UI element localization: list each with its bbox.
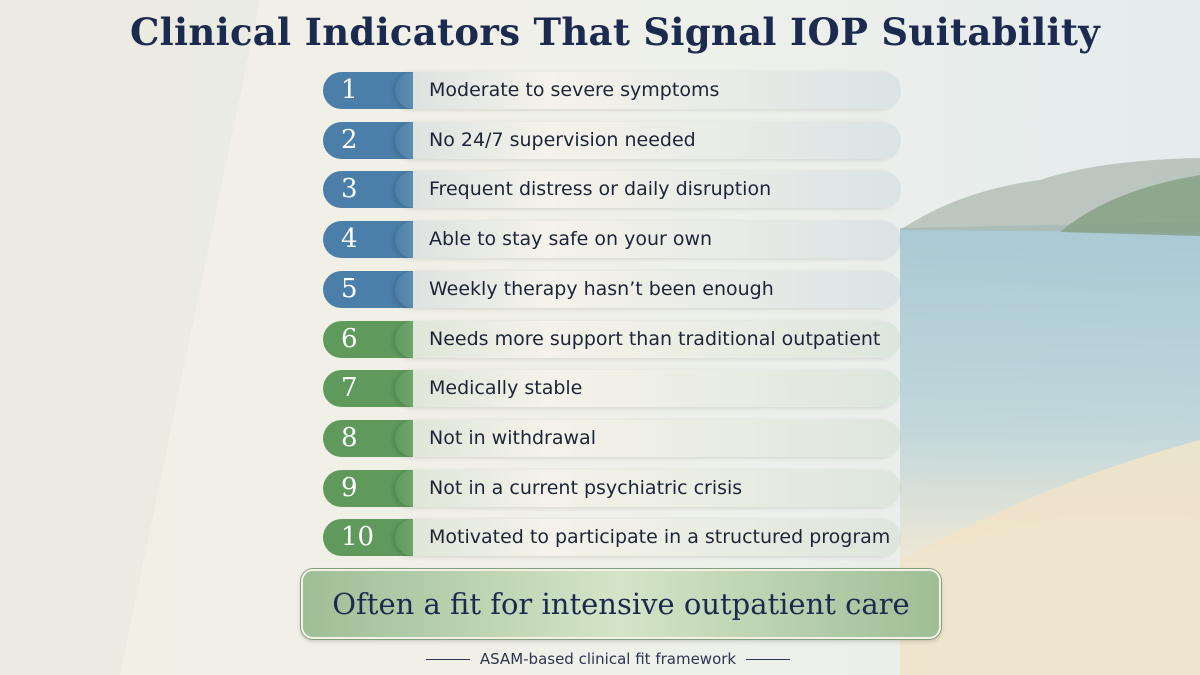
indicator-row: 7 Medically stable bbox=[323, 370, 901, 408]
rule bbox=[425, 659, 470, 660]
indicator-row: 4 Able to stay safe on your own bbox=[323, 221, 901, 259]
footer-text: ASAM-based clinical fit framework bbox=[479, 650, 737, 668]
indicator-text: No 24/7 supervision needed bbox=[395, 121, 901, 159]
indicator-text: Able to stay safe on your own bbox=[395, 221, 901, 259]
indicator-row: 9 Not in a current psychiatric crisis bbox=[323, 469, 901, 507]
indicator-text: Moderate to severe symptoms bbox=[395, 72, 901, 109]
indicator-row: 2 No 24/7 supervision needed bbox=[323, 121, 901, 159]
indicator-row: 1 Moderate to severe symptoms bbox=[323, 72, 901, 109]
footer: ASAM-based clinical fit framework bbox=[0, 650, 1200, 668]
indicator-text: Needs more support than traditional outp… bbox=[395, 320, 901, 358]
indicator-row: 8 Not in withdrawal bbox=[323, 419, 901, 457]
indicator-row: 10 Motivated to participate in a structur… bbox=[323, 519, 901, 557]
indicator-row: 5 Weekly therapy hasn’t been enough bbox=[323, 270, 901, 308]
title: Clinical Indicators That Signal IOP Suit… bbox=[129, 10, 1101, 54]
indicator-row: 6 Needs more support than traditional out… bbox=[323, 320, 901, 358]
indicator-text: Motivated to participate in a structured… bbox=[395, 519, 901, 557]
rule bbox=[746, 659, 791, 660]
indicator-text: Not in withdrawal bbox=[395, 419, 901, 457]
conclusion: Often a fit for intensive outpatient car… bbox=[301, 569, 941, 639]
indicator-text: Weekly therapy hasn’t been enough bbox=[395, 270, 901, 308]
indicator-text: Frequent distress or daily disruption bbox=[395, 171, 901, 209]
indicator-text: Not in a current psychiatric crisis bbox=[395, 469, 901, 507]
indicator-row: 3 Frequent distress or daily disruption bbox=[323, 171, 901, 209]
indicator-text: Medically stable bbox=[395, 370, 901, 408]
